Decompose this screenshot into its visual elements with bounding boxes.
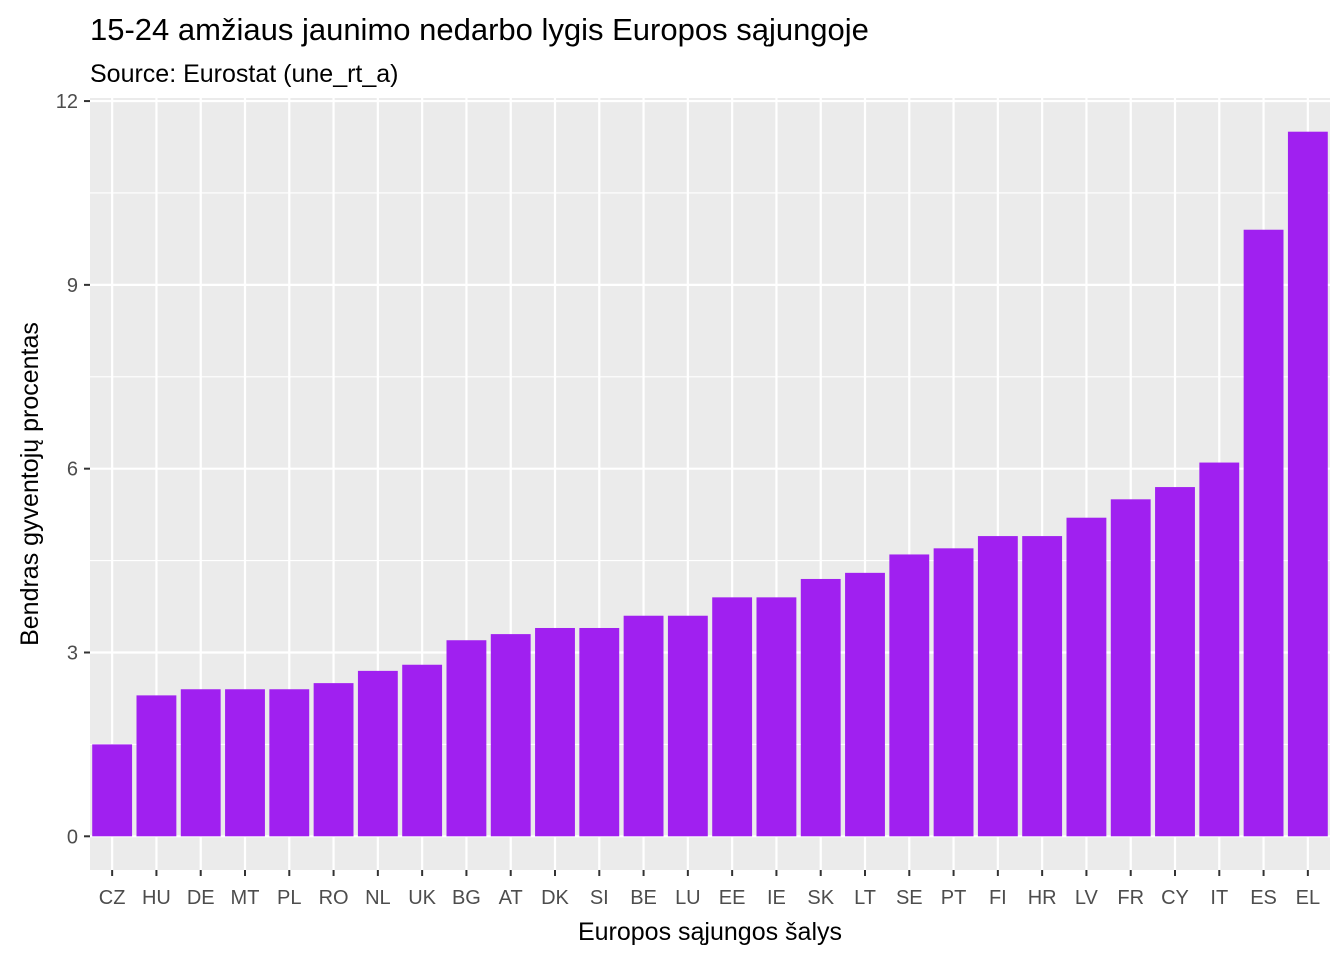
bar-be	[623, 615, 664, 837]
bar-lu	[667, 615, 708, 837]
x-tick-label: EL	[1296, 887, 1320, 909]
x-tick-label: DE	[187, 887, 215, 909]
x-tick-label: SK	[807, 887, 834, 909]
x-tick-label: SE	[896, 887, 923, 909]
x-tick-label: NL	[365, 887, 391, 909]
x-tick-label: IE	[767, 887, 786, 909]
bar-fi	[977, 536, 1018, 837]
bar-cz	[92, 744, 133, 837]
x-tick-label: PT	[941, 887, 967, 909]
bar-ie	[756, 597, 797, 837]
bar-hu	[136, 695, 177, 837]
chart-title: 15-24 amžiaus jaunimo nedarbo lygis Euro…	[90, 12, 869, 47]
bar-mt	[225, 689, 265, 837]
bar-bg	[446, 640, 487, 837]
y-tick-label: 6	[67, 459, 78, 481]
bar-hr	[1022, 536, 1063, 837]
y-axis-title: Bendras gyventojų procentas	[16, 322, 44, 646]
y-tick-label: 9	[67, 275, 78, 297]
x-tick-label: ES	[1250, 887, 1277, 909]
y-tick-label: 12	[56, 91, 78, 113]
bar-lt	[845, 572, 885, 837]
x-tick-label: BE	[630, 887, 657, 909]
x-tick-label: DK	[541, 887, 569, 909]
bar-pl	[269, 689, 310, 837]
bar-cy	[1155, 487, 1195, 837]
bar-at	[490, 634, 531, 837]
chart-subtitle: Source: Eurostat (une_rt_a)	[90, 60, 399, 88]
y-axis: 0 3 6 9 12	[56, 91, 90, 848]
x-tick-label: LT	[854, 887, 876, 909]
y-tick-label: 3	[67, 642, 78, 664]
x-tick-label: CY	[1161, 887, 1189, 909]
bar-fr	[1110, 499, 1151, 837]
bar-it	[1199, 462, 1240, 837]
x-tick-label: LU	[675, 887, 701, 909]
bar-nl	[357, 670, 398, 837]
bar-dk	[535, 627, 575, 837]
bar-ro	[313, 683, 354, 837]
bar-se	[889, 554, 930, 837]
bar-uk	[402, 664, 443, 837]
bar-de	[180, 689, 221, 837]
x-tick-label: BG	[452, 887, 481, 909]
x-tick-label: UK	[408, 887, 436, 909]
x-axis: CZ HU DE MT PL RO NL UK BG AT DK SI BE LU EE IE SK LT SE PT…	[99, 870, 1320, 909]
bar-el	[1287, 131, 1328, 837]
x-tick-label: RO	[319, 887, 349, 909]
bar-sk	[800, 578, 841, 837]
x-tick-label: EE	[719, 887, 746, 909]
x-axis-title: Europos sąjungos šalys	[578, 918, 842, 946]
x-tick-label: SI	[590, 887, 609, 909]
x-tick-label: IT	[1210, 887, 1228, 909]
x-tick-label: HR	[1028, 887, 1057, 909]
x-tick-label: PL	[277, 887, 301, 909]
bar-si	[579, 627, 620, 837]
x-tick-label: LV	[1075, 887, 1099, 909]
y-tick-label: 0	[67, 826, 78, 848]
x-tick-label: CZ	[99, 887, 126, 909]
bars	[92, 131, 1328, 837]
bar-es	[1243, 229, 1284, 837]
bar-lv	[1066, 517, 1107, 837]
x-tick-label: AT	[499, 887, 523, 909]
x-tick-label: MT	[231, 887, 260, 909]
x-tick-label: HU	[142, 887, 171, 909]
bar-ee	[712, 597, 753, 837]
bar-pt	[933, 548, 974, 837]
x-tick-label: FR	[1117, 887, 1144, 909]
x-tick-label: FI	[989, 887, 1007, 909]
